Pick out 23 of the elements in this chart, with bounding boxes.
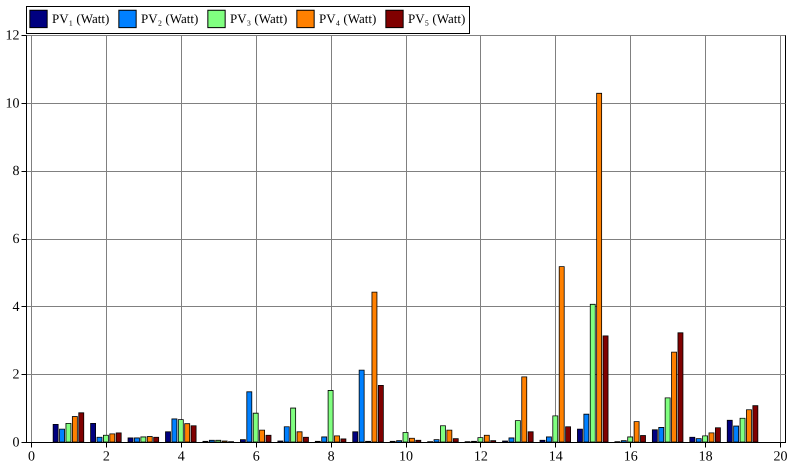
x-tick-label: 2 [102,450,110,464]
y-tick-label: 6 [12,232,20,247]
y-tick-label: 8 [12,164,20,180]
legend-label: PV₂ (Watt) [141,10,198,26]
y-tick-label: 12 [6,28,20,44]
legend-label: PV₁ (Watt) [52,10,110,26]
y-tick-label: 0 [12,436,20,450]
x-tick-label: 14 [548,450,563,464]
x-tick-label: 8 [328,450,335,464]
x-tick-label: 6 [252,450,260,464]
x-tick-label: 12 [474,450,488,464]
y-tick-label: 10 [6,96,20,112]
x-tick-label: 18 [698,450,713,464]
legend-label: PV₄ (Watt) [319,10,376,26]
x-tick-label: 10 [399,450,413,464]
x-tick-label: 4 [178,450,185,464]
y-tick-label: 2 [12,368,20,383]
x-tick-label: 20 [774,450,788,464]
y-tick-label: 4 [12,300,20,315]
x-tick-label: 0 [28,450,35,464]
legend-label: PV₃ (Watt) [230,10,288,26]
x-tick-label: 16 [624,450,638,464]
legend-label: PV₅ (Watt) [408,10,466,26]
